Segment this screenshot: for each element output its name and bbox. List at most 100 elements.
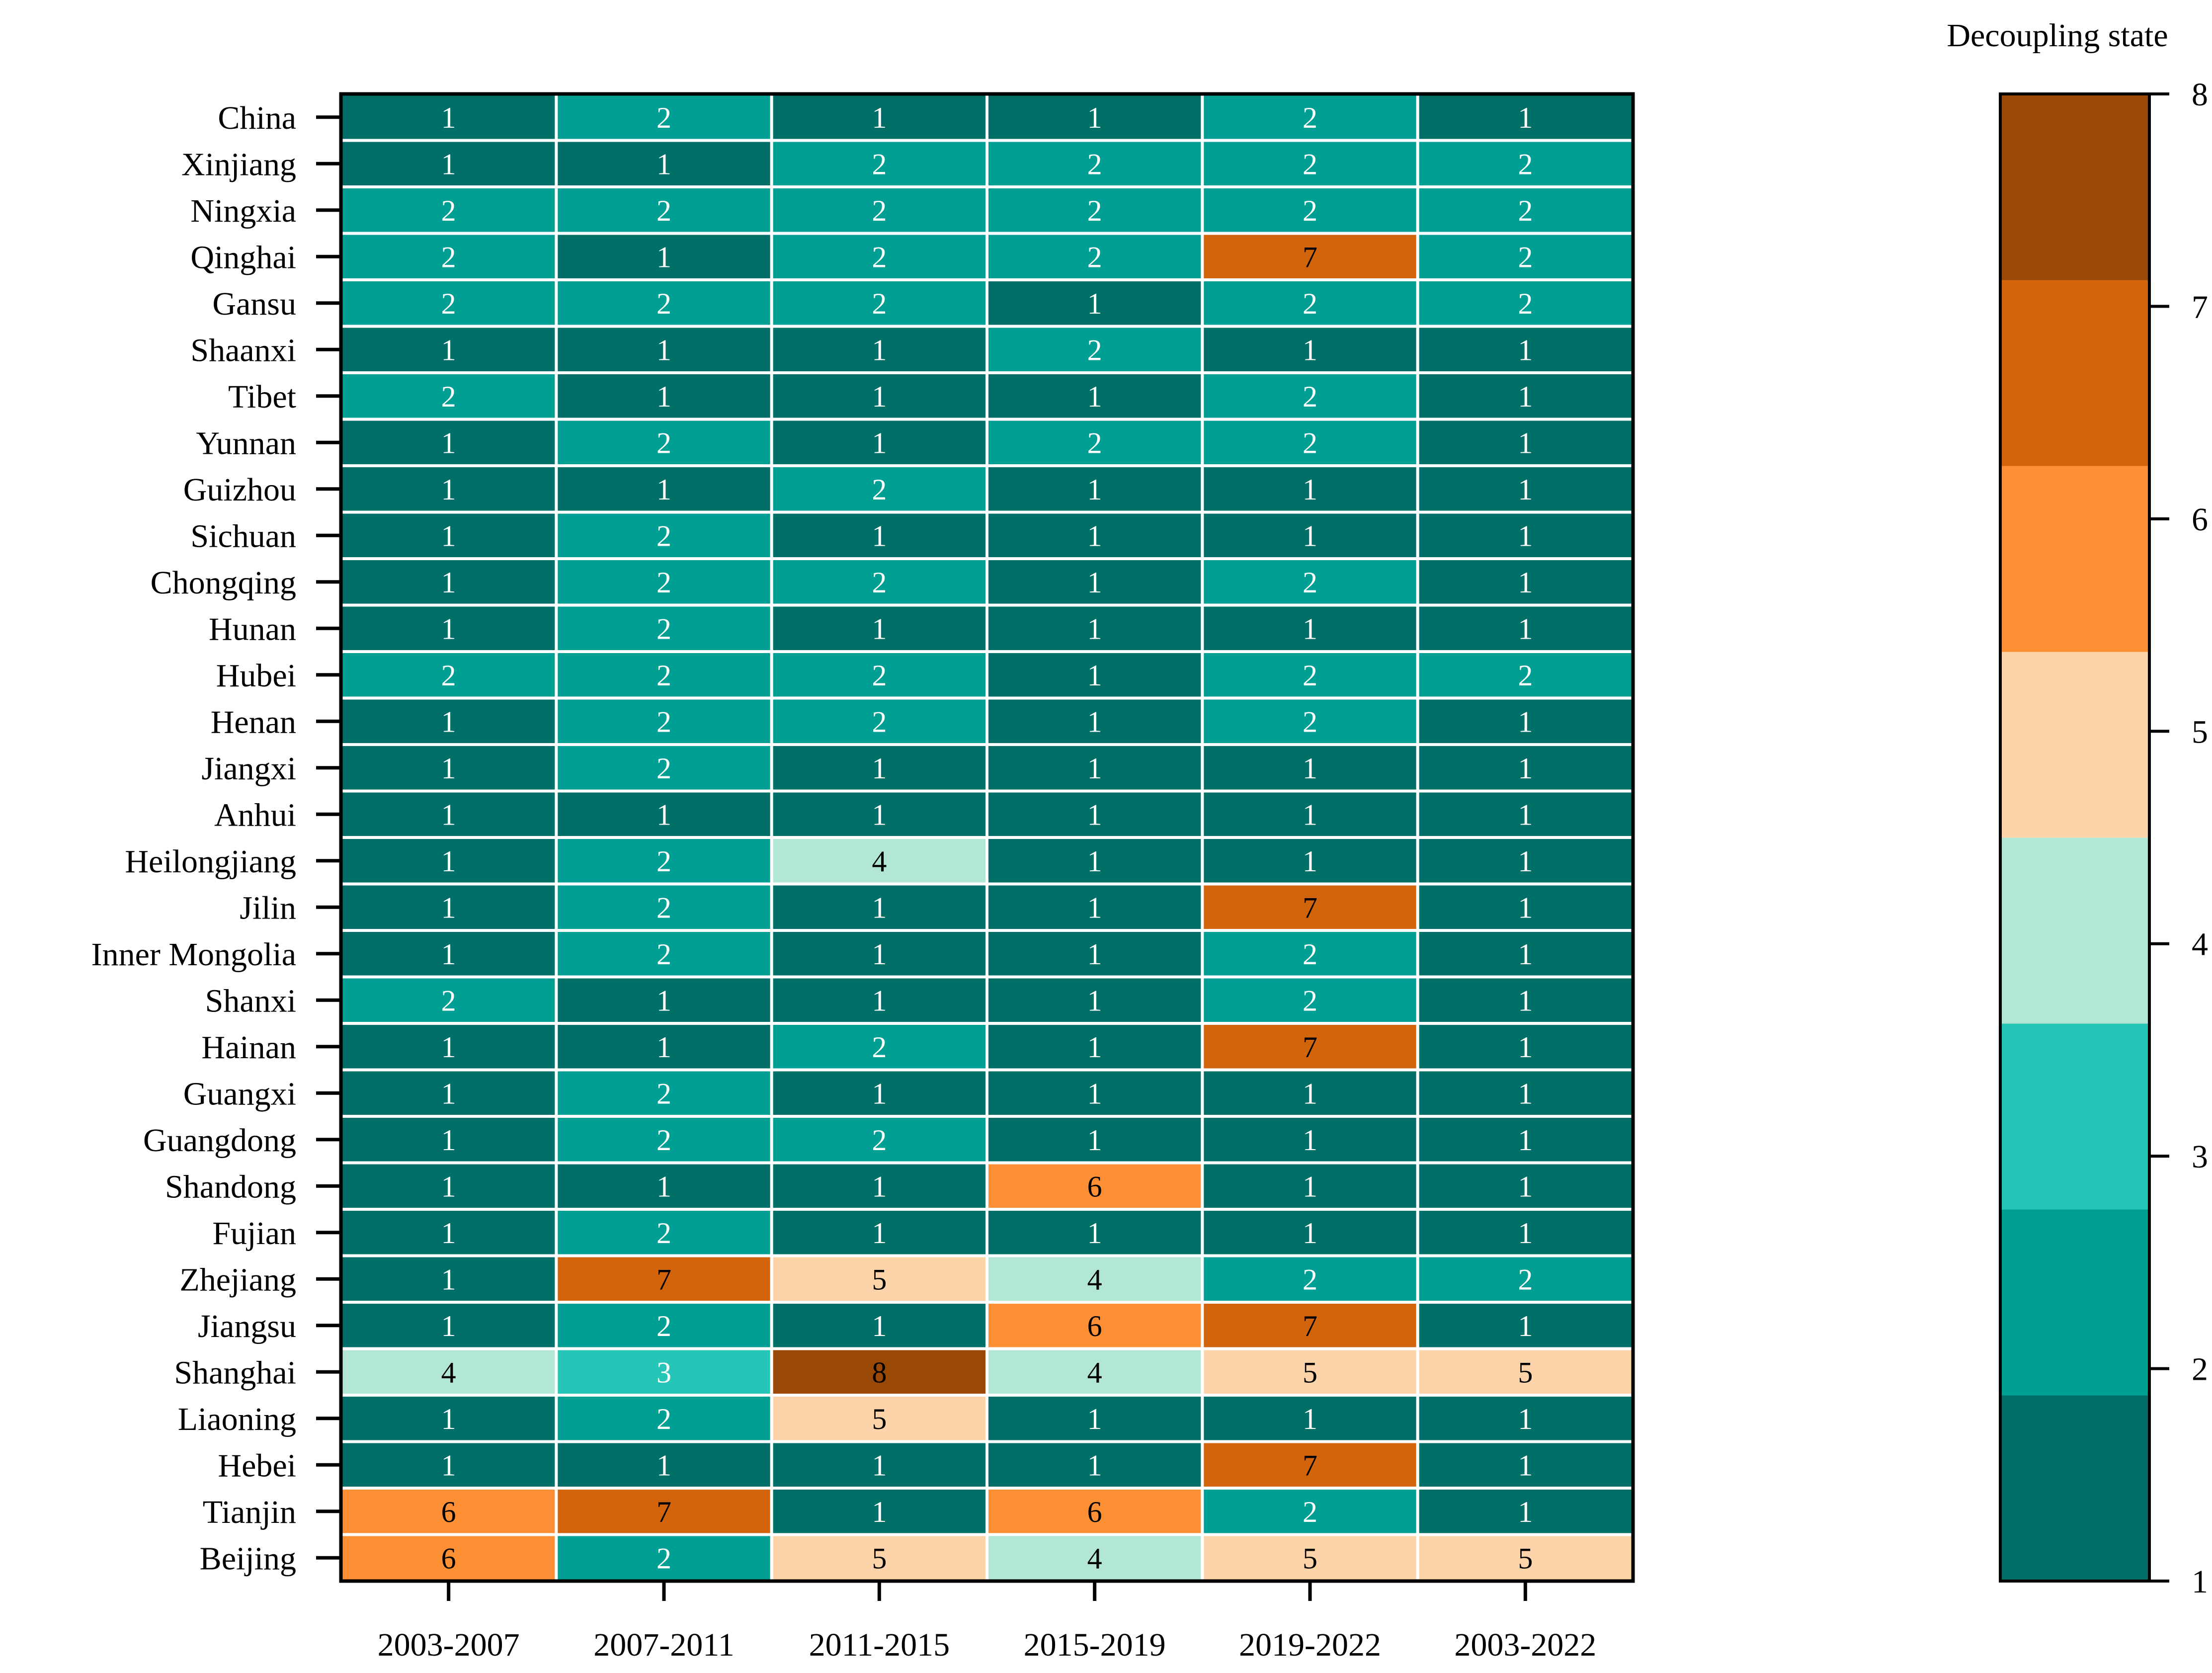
- cell-value-label: 1: [1087, 101, 1102, 134]
- cell-value-label: 1: [1518, 334, 1533, 366]
- cell-value-label: 7: [656, 1263, 671, 1296]
- column-label: 2011-2015: [809, 1627, 950, 1663]
- row-label: Shanghai: [174, 1354, 296, 1391]
- heatmap-cell: [342, 1257, 555, 1301]
- column-label: 2019-2022: [1239, 1627, 1381, 1663]
- cell-value-label: 2: [1518, 1263, 1533, 1296]
- cell-value-label: 6: [1087, 1170, 1102, 1203]
- row-label: Jiangxi: [201, 751, 296, 787]
- heatmap-cell: [988, 653, 1201, 697]
- cell-value-label: 1: [1087, 473, 1102, 506]
- cell-value-label: 5: [872, 1263, 887, 1296]
- row-label: Hainan: [201, 1029, 296, 1066]
- cell-value-label: 2: [1303, 984, 1317, 1017]
- heatmap-cell: [558, 1304, 770, 1347]
- cell-value-label: 1: [1518, 1077, 1533, 1110]
- heatmap-cell: [988, 1257, 1201, 1301]
- cell-value-label: 1: [1518, 845, 1533, 878]
- heatmap-cell: [558, 1118, 770, 1162]
- heatmap-cell: [988, 328, 1201, 371]
- heatmap-cell: [558, 885, 770, 929]
- heatmap-cell: [558, 560, 770, 604]
- heatmap-cell: [342, 1025, 555, 1069]
- cell-value-label: 1: [1518, 380, 1533, 413]
- heatmap-cell: [1419, 1350, 1632, 1394]
- cell-value-label: 2: [656, 1217, 671, 1250]
- column-label: 2007-2011: [593, 1627, 735, 1663]
- cell-value-label: 1: [1518, 1031, 1533, 1064]
- heatmap-cell: [1419, 1118, 1632, 1162]
- cell-value-label: 1: [872, 984, 887, 1017]
- heatmap-cell: [988, 235, 1201, 278]
- cell-value-label: 2: [872, 659, 887, 692]
- cell-value-label: 1: [1518, 612, 1533, 645]
- cell-value-label: 1: [656, 148, 671, 180]
- row-label: Xinjiang: [181, 146, 296, 182]
- cell-value-label: 1: [656, 334, 671, 366]
- cell-value-label: 1: [441, 1124, 456, 1157]
- heatmap-cell: [1419, 606, 1632, 650]
- cell-value-label: 1: [1303, 1124, 1317, 1157]
- heatmap-cell: [1419, 1071, 1632, 1115]
- cell-value-label: 2: [441, 380, 456, 413]
- cell-value-label: 4: [1087, 1356, 1102, 1389]
- cell-value-label: 1: [872, 101, 887, 134]
- colorbar-band: [2000, 1395, 2149, 1582]
- cell-value-label: 2: [1303, 194, 1317, 227]
- heatmap-cell: [558, 1164, 770, 1208]
- cell-value-label: 1: [441, 1031, 456, 1064]
- cell-value-label: 7: [1303, 1031, 1317, 1064]
- heatmap-cell: [773, 1443, 985, 1487]
- cell-value-label: 2: [1518, 241, 1533, 273]
- heatmap-cell: [1419, 374, 1632, 418]
- cell-value-label: 1: [872, 1170, 887, 1203]
- cell-value-label: 2: [872, 287, 887, 320]
- cell-value-label: 5: [1303, 1356, 1317, 1389]
- cell-value-label: 2: [1087, 194, 1102, 227]
- heatmap-cell: [1204, 374, 1416, 418]
- colorbar-tick-label: 7: [2192, 289, 2208, 325]
- heatmap-cell: [558, 1071, 770, 1115]
- cell-value-label: 1: [1087, 659, 1102, 692]
- cell-value-label: 1: [1087, 798, 1102, 831]
- heatmap-cell: [558, 699, 770, 743]
- colorbar-frame: [1999, 92, 2151, 1583]
- heatmap-cell: [1419, 1025, 1632, 1069]
- heatmap-cell: [773, 839, 985, 883]
- heatmap-cell: [1204, 420, 1416, 464]
- column-labels: 2003-2007 2007-2011 2011-2015 2015-2019 2019…: [378, 1581, 1596, 1663]
- row-label: Shandong: [165, 1169, 296, 1205]
- heatmap-cell: [988, 1350, 1201, 1394]
- cell-value-label: 2: [872, 241, 887, 273]
- heatmap-cell: [558, 1536, 770, 1580]
- cell-value-label: 1: [1087, 705, 1102, 738]
- heatmap-cell: [342, 513, 555, 557]
- cell-value-label: 2: [656, 194, 671, 227]
- heatmap-cell: [988, 792, 1201, 836]
- colorbar-band: [2000, 837, 2149, 1024]
- cell-value-label: 1: [441, 148, 456, 180]
- row-label: Liaoning: [178, 1401, 296, 1437]
- cell-value-label: 1: [1518, 1449, 1533, 1482]
- cell-value-label: 1: [441, 752, 456, 785]
- heatmap-cell: [558, 95, 770, 139]
- heatmap-cell: [773, 1164, 985, 1208]
- heatmap-cell: [988, 1118, 1201, 1162]
- cell-value-label: 2: [872, 705, 887, 738]
- heatmap-cell: [1204, 1443, 1416, 1487]
- cell-value-label: 7: [1303, 241, 1317, 273]
- cell-value-label: 1: [656, 798, 671, 831]
- cell-value-label: 2: [656, 1542, 671, 1575]
- heatmap-cell: [342, 978, 555, 1022]
- cell-value-label: 1: [1518, 1496, 1533, 1528]
- cell-value-label: 1: [1518, 1217, 1533, 1250]
- cell-value-label: 1: [441, 1449, 456, 1482]
- row-label: Henan: [211, 704, 296, 740]
- cell-value-label: 2: [1303, 705, 1317, 738]
- heatmap-cell: [773, 467, 985, 511]
- cell-value-label: 2: [656, 612, 671, 645]
- heatmap-cell: [1419, 281, 1632, 325]
- heatmap-cell: [342, 1350, 555, 1394]
- heatmap-cell: [773, 1350, 985, 1394]
